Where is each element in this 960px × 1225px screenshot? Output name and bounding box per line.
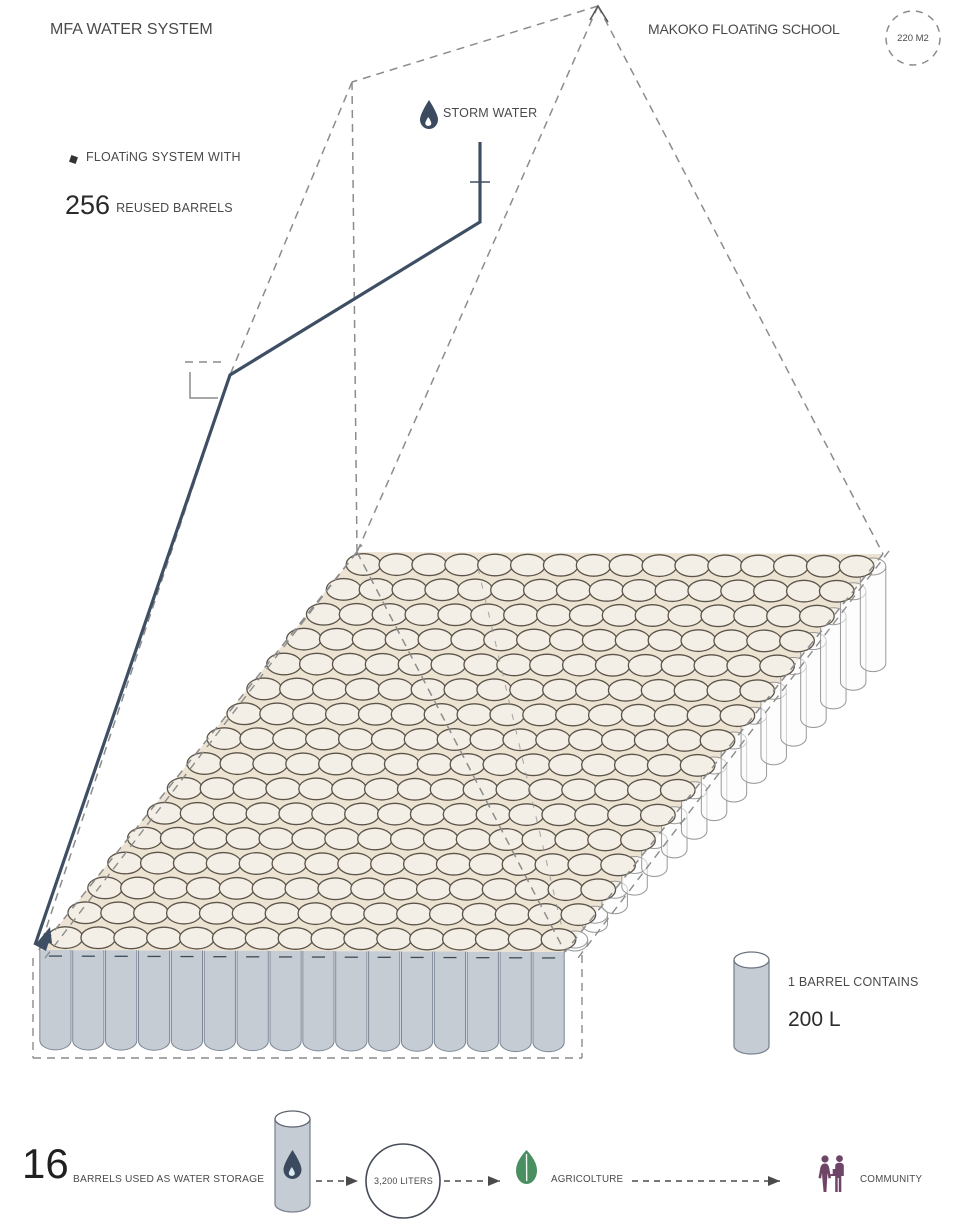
svg-text:220 M2: 220 M2 (897, 33, 929, 44)
